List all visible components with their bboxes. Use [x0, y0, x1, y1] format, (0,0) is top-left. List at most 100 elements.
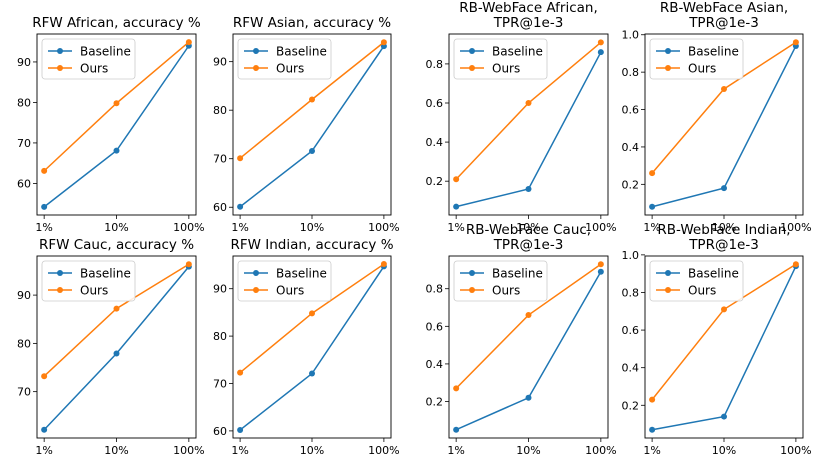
chart-title: RB-WebFace Asian, TPR@1e-3: [660, 0, 788, 31]
data-point: [185, 39, 192, 46]
legend-entry: Baseline: [492, 45, 543, 59]
y-tick-label: 70: [17, 386, 31, 399]
y-tick-label: 1.0: [622, 249, 640, 262]
data-point: [453, 203, 460, 210]
data-point: [113, 350, 120, 357]
legend: Baseline Ours: [41, 260, 136, 302]
legend-entry: Baseline: [276, 45, 327, 59]
legend-entry: Baseline: [688, 45, 739, 59]
y-tick-label: 60: [213, 201, 227, 214]
subplot: RB-WebFace Asian, TPR@1e-3 1% 10% 100% 0.2 0.4…: [622, 0, 812, 234]
y-tick-label: 0.8: [426, 283, 444, 296]
subplot: RFW African, accuracy % 1% 10% 100% 60 70 80 90…: [17, 15, 205, 234]
legend-marker: [57, 65, 63, 71]
legend-marker: [665, 287, 671, 293]
x-tick-label: 10%: [300, 444, 324, 457]
legend-box: [41, 260, 136, 302]
subplot: RB-WebFace Indian, TPR@1e-31% 10% 100%0.20.…: [622, 222, 812, 457]
y-tick-label: 1.0: [622, 29, 640, 42]
legend-entry: Ours: [688, 62, 716, 76]
x-tick-label: 1%: [35, 221, 52, 234]
subplot: RFW Cauc, accuracy % 1% 10% 100% 70 80 90 Basel…: [17, 237, 205, 457]
x-tick-label: 1%: [643, 444, 660, 457]
subplot: RB-WebFace African, TPR@1e-3 1% 10% 100% 0.2 0…: [426, 0, 617, 234]
legend-marker: [253, 48, 259, 54]
x-tick-label: 10%: [104, 221, 128, 234]
data-point: [453, 426, 460, 433]
y-tick-label: 0.2: [426, 175, 444, 188]
data-point: [597, 261, 604, 268]
chart-title: RB-WebFace African, TPR@1e-3: [459, 0, 598, 31]
data-point: [453, 176, 460, 183]
data-point: [792, 261, 799, 268]
y-tick-label: 0.8: [622, 66, 640, 79]
data-point: [525, 99, 532, 106]
legend-box: [237, 38, 332, 80]
data-point: [309, 310, 315, 317]
y-tick-label: 0.6: [622, 104, 640, 117]
subplot: RFW Asian, accuracy % 1% 10% 100% 60 70 80 90 Ba…: [213, 15, 400, 234]
legend-marker: [57, 48, 63, 54]
data-point: [237, 426, 244, 433]
data-point: [41, 167, 48, 174]
legend-marker: [57, 270, 63, 276]
x-tick-label: 10%: [712, 444, 736, 457]
legend-entry: Ours: [276, 284, 304, 298]
y-tick-label: 0.6: [426, 320, 444, 333]
data-point: [649, 170, 656, 177]
y-tick-label: 70: [17, 137, 31, 150]
x-tick-label: 100%: [780, 444, 811, 457]
data-point: [380, 261, 387, 268]
x-tick-label: 100%: [780, 221, 811, 234]
legend: Baseline Ours: [649, 38, 744, 80]
x-tick-label: 100%: [585, 444, 616, 457]
x-tick-label: 10%: [104, 444, 128, 457]
y-tick-label: 80: [17, 337, 31, 350]
data-point: [113, 305, 120, 312]
y-tick-label: 0.6: [426, 97, 444, 110]
legend-entry: Ours: [276, 62, 304, 76]
x-tick-label: 1%: [643, 221, 660, 234]
data-point: [525, 186, 532, 193]
y-tick-label: 60: [213, 425, 227, 438]
x-tick-label: 100%: [173, 444, 204, 457]
y-tick-label: 90: [17, 56, 31, 69]
y-tick-label: 0.6: [622, 324, 640, 337]
legend-marker: [665, 48, 671, 54]
y-tick-label: 70: [213, 153, 227, 166]
legend-entry: Ours: [80, 284, 108, 298]
legend-entry: Baseline: [688, 267, 739, 281]
x-tick-label: 100%: [585, 221, 616, 234]
legend-entry: Baseline: [80, 45, 131, 59]
legend-marker: [469, 65, 475, 71]
data-point: [597, 268, 604, 275]
legend: Baseline Ours: [237, 38, 332, 80]
data-point: [721, 413, 727, 420]
legend: Baseline Ours: [237, 260, 332, 302]
legend-marker: [469, 287, 475, 293]
legend: Baseline Ours: [41, 38, 136, 80]
data-point: [721, 85, 727, 92]
data-point: [453, 385, 460, 392]
y-tick-label: 80: [213, 330, 227, 343]
legend-entry: Baseline: [492, 267, 543, 281]
x-tick-label: 1%: [35, 444, 52, 457]
data-point: [41, 426, 48, 433]
legend-marker: [253, 270, 259, 276]
x-tick-label: 1%: [447, 444, 464, 457]
x-tick-label: 1%: [231, 444, 248, 457]
y-tick-label: 70: [213, 377, 227, 390]
chart-title: RFW African, accuracy %: [32, 15, 201, 31]
legend: Baseline Ours: [649, 260, 744, 302]
data-point: [597, 49, 604, 56]
data-point: [309, 370, 315, 377]
x-tick-label: 10%: [712, 221, 736, 234]
x-tick-label: 100%: [368, 444, 399, 457]
data-point: [113, 100, 120, 107]
y-tick-label: 0.4: [426, 358, 444, 371]
data-point: [113, 147, 120, 154]
legend: Baseline Ours: [453, 38, 548, 80]
data-point: [649, 203, 656, 210]
data-point: [597, 39, 604, 46]
legend-box: [237, 260, 332, 302]
